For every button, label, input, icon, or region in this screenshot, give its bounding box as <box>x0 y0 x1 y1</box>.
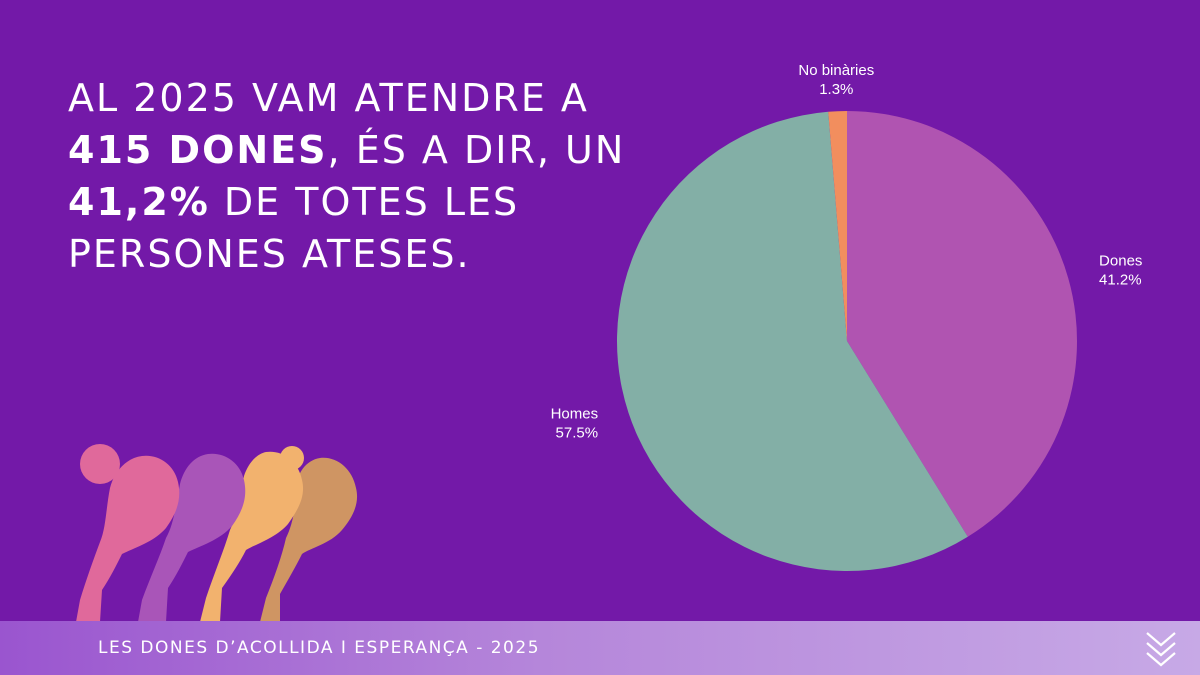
headline-text-1: AL 2025 VAM ATENDRE A <box>68 76 589 120</box>
pie-label-homes: Homes <box>551 406 599 423</box>
silhouette-2 <box>138 453 246 622</box>
headline-text-3: DE TOTES LES PERSONES ATESES. <box>68 180 520 276</box>
pie-value-homes: 57.5% <box>556 425 599 442</box>
headline-highlight-percent: 41,2% <box>68 180 210 224</box>
women-silhouettes-icon <box>76 444 358 622</box>
headline-highlight-count: 415 DONES <box>68 128 328 172</box>
pie-slice-homes <box>616 111 968 571</box>
footer-bar: LES DONES D’ACOLLIDA I ESPERANÇA - 2025 <box>0 621 1200 675</box>
footer-text: LES DONES D’ACOLLIDA I ESPERANÇA - 2025 <box>98 638 541 658</box>
silhouette-4 <box>260 457 358 622</box>
silhouette-1 <box>76 444 180 622</box>
pie-label-dones: Dones <box>1099 252 1142 269</box>
pie-slices <box>616 111 1077 571</box>
pie-labels: Dones 41.2% Homes 57.5% No binàries 1.3% <box>551 62 1143 442</box>
pie-slice-dones <box>847 111 1077 537</box>
chevrons-down-icon[interactable] <box>1144 630 1178 668</box>
silhouette-3 <box>200 446 304 622</box>
headline: AL 2025 VAM ATENDRE A 415 DONES, ÉS A DI… <box>68 72 628 280</box>
pie-value-no-bin-ries: 1.3% <box>819 81 853 98</box>
pie-chart: Dones 41.2% Homes 57.5% No binàries 1.3% <box>551 62 1143 571</box>
hair-bun-icon <box>280 446 304 470</box>
pie-value-dones: 41.2% <box>1099 271 1142 288</box>
pie-label-no-bin-ries: No binàries <box>798 62 874 79</box>
pie-slice-no-bin-ries <box>828 111 847 341</box>
hair-bun-icon <box>80 444 120 484</box>
headline-text-2: , ÉS A DIR, UN <box>327 128 626 172</box>
